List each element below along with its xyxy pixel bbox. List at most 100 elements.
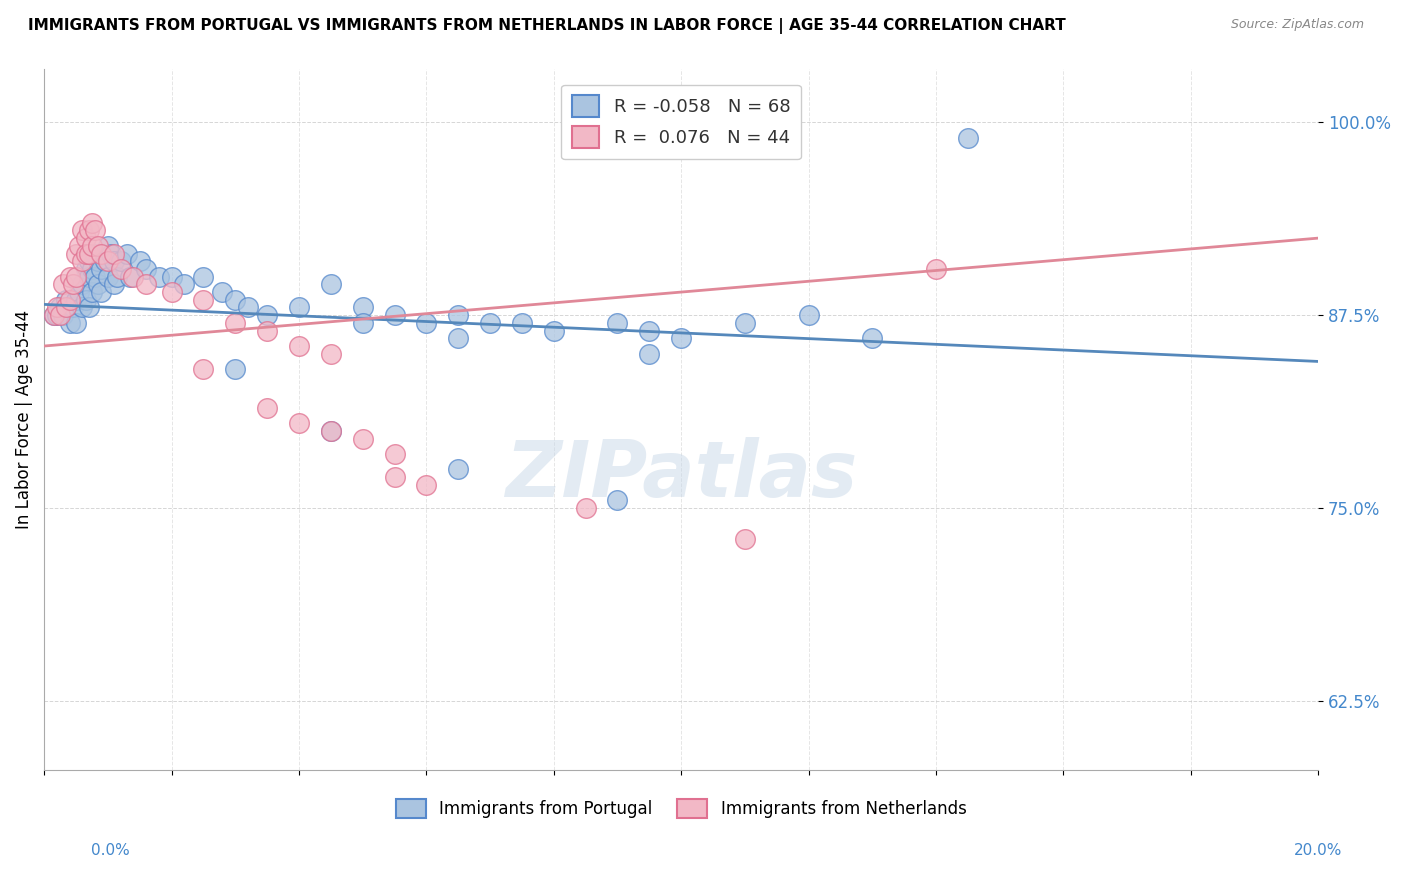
Legend: Immigrants from Portugal, Immigrants from Netherlands: Immigrants from Portugal, Immigrants fro… [389, 792, 973, 825]
Point [84, 246, 107, 260]
Point [160, 269, 183, 284]
Point [75, 293, 97, 307]
Point [42, 308, 65, 322]
Point [319, 277, 342, 292]
Point [80, 262, 103, 277]
Point [65, 293, 87, 307]
Point [110, 254, 132, 268]
Point [415, 316, 437, 330]
Text: IMMIGRANTS FROM PORTUGAL VS IMMIGRANTS FROM NETHERLANDS IN LABOR FORCE | AGE 35-: IMMIGRANTS FROM PORTUGAL VS IMMIGRANTS F… [28, 18, 1066, 34]
Point [669, 331, 692, 345]
Point [352, 316, 374, 330]
Point [77, 223, 100, 237]
Point [65, 316, 87, 330]
Point [352, 432, 374, 446]
Point [80, 216, 103, 230]
Point [100, 246, 122, 260]
Point [105, 269, 128, 284]
Point [638, 324, 661, 338]
Point [122, 269, 145, 284]
Point [543, 324, 565, 338]
Point [236, 301, 259, 315]
Point [72, 254, 94, 268]
Point [173, 277, 195, 292]
Point [90, 246, 112, 260]
Point [90, 285, 112, 299]
Point [97, 254, 120, 268]
Point [67, 285, 90, 299]
Point [62, 301, 84, 315]
Point [256, 308, 278, 322]
Point [319, 424, 342, 438]
Point [75, 262, 97, 277]
Text: ZIPatlas: ZIPatlas [505, 437, 858, 514]
Point [288, 301, 311, 315]
Point [638, 347, 661, 361]
Point [77, 269, 100, 284]
Point [211, 285, 233, 299]
Point [128, 254, 150, 268]
Point [77, 301, 100, 315]
Point [75, 246, 97, 260]
Point [45, 301, 67, 315]
Point [224, 293, 246, 307]
Point [72, 223, 94, 237]
Point [65, 269, 87, 284]
Text: 0.0%: 0.0% [91, 843, 131, 858]
Point [115, 246, 138, 260]
Point [84, 223, 107, 237]
Point [447, 308, 470, 322]
Point [352, 301, 374, 315]
Point [193, 293, 215, 307]
Point [860, 331, 883, 345]
Point [384, 447, 406, 461]
Point [734, 532, 756, 546]
Point [160, 285, 183, 299]
Point [193, 362, 215, 376]
Point [67, 239, 90, 253]
Text: 20.0%: 20.0% [1295, 843, 1343, 858]
Point [58, 316, 80, 330]
Point [135, 262, 157, 277]
Point [58, 269, 80, 284]
Point [224, 362, 246, 376]
Point [55, 301, 77, 315]
Point [447, 462, 470, 476]
Point [734, 316, 756, 330]
Point [52, 277, 75, 292]
Point [49, 301, 72, 315]
Point [42, 308, 65, 322]
Point [45, 308, 67, 322]
Point [103, 246, 125, 260]
Point [288, 339, 311, 353]
Point [97, 269, 120, 284]
Point [256, 401, 278, 415]
Point [797, 308, 820, 322]
Point [87, 277, 110, 292]
Point [606, 316, 628, 330]
Point [72, 277, 94, 292]
Point [384, 308, 406, 322]
Point [479, 316, 502, 330]
Point [62, 277, 84, 292]
Point [447, 331, 470, 345]
Point [80, 285, 103, 299]
Point [575, 500, 598, 515]
Point [84, 269, 107, 284]
Text: Source: ZipAtlas.com: Source: ZipAtlas.com [1230, 18, 1364, 31]
Point [925, 262, 948, 277]
Point [319, 424, 342, 438]
Point [58, 293, 80, 307]
Point [606, 493, 628, 508]
Point [288, 416, 311, 430]
Point [103, 277, 125, 292]
Point [120, 269, 142, 284]
Point [87, 239, 110, 253]
Point [110, 262, 132, 277]
Point [193, 269, 215, 284]
Point [87, 254, 110, 268]
Point [49, 308, 72, 322]
Point [956, 131, 979, 145]
Point [256, 324, 278, 338]
Point [93, 254, 115, 268]
